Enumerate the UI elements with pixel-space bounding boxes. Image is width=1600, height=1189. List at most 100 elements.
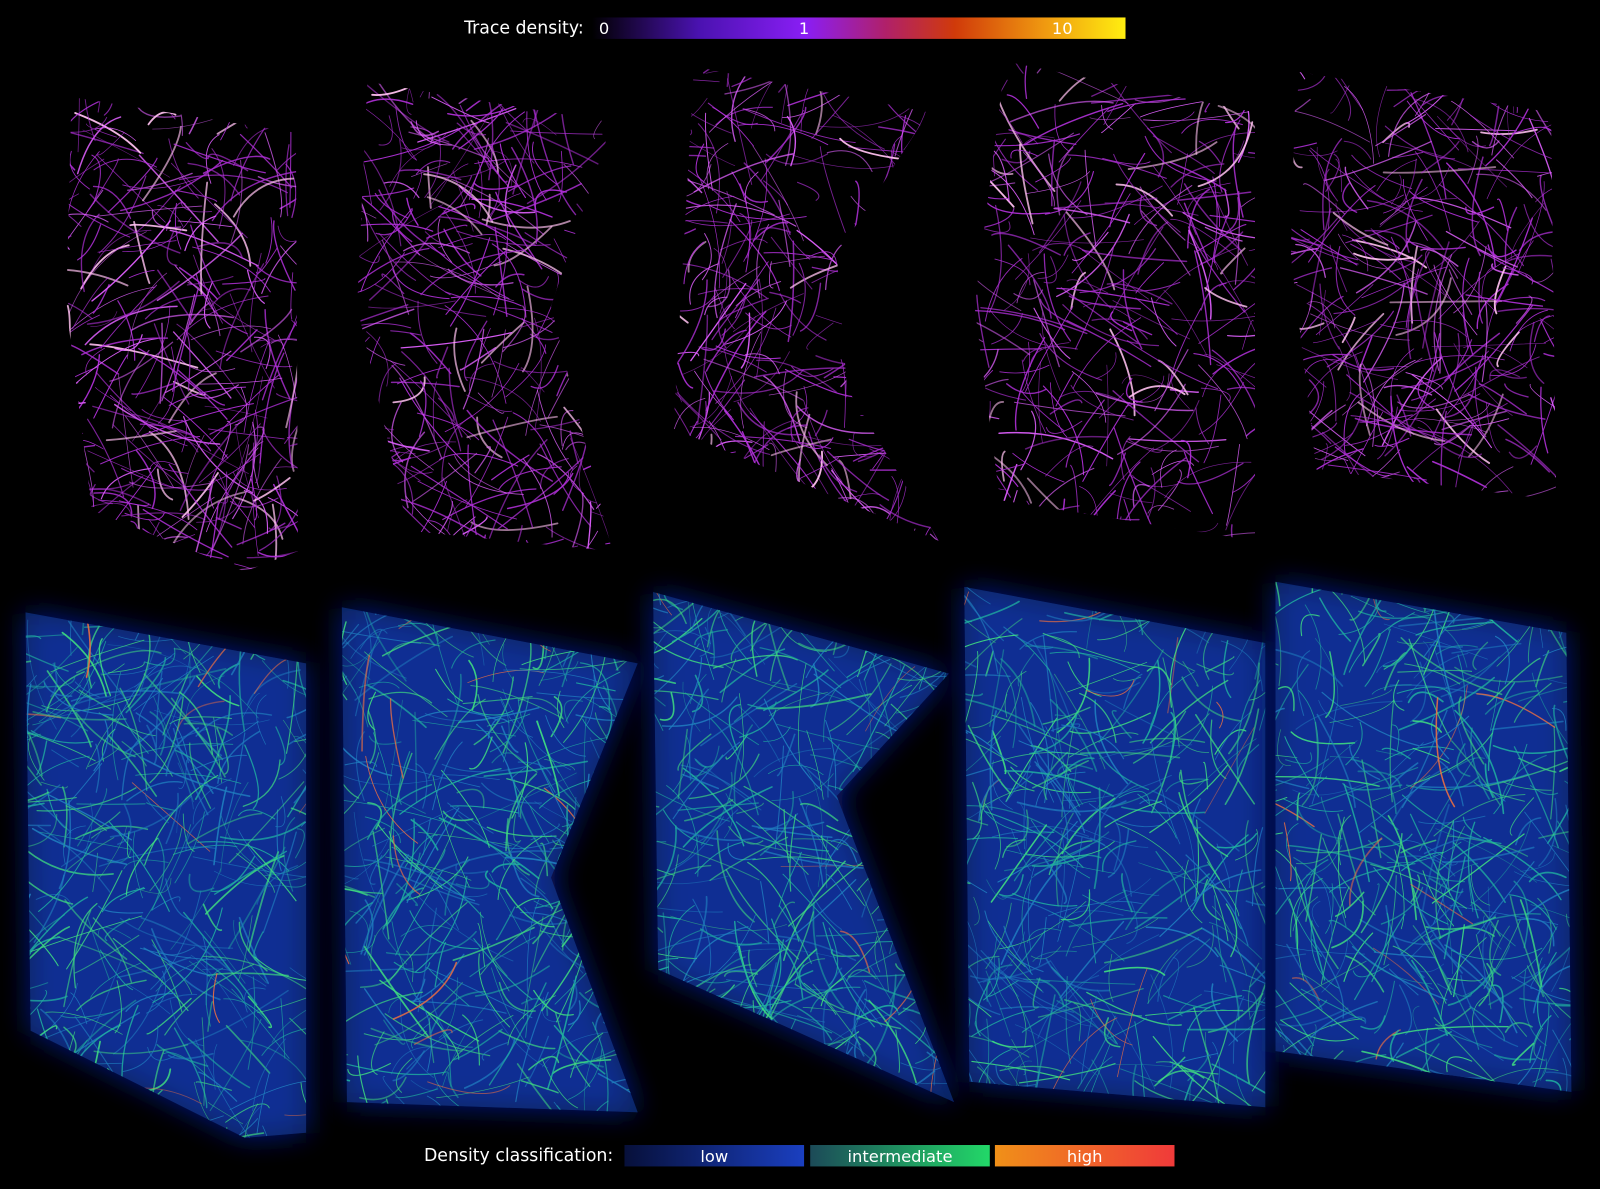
filament (538, 607, 606, 617)
filament (494, 226, 508, 318)
filament (1021, 359, 1047, 434)
filament (57, 1068, 93, 1088)
filament (445, 249, 508, 315)
filament (125, 992, 176, 1012)
filament (474, 607, 555, 634)
filament (1187, 226, 1246, 313)
filament (1014, 336, 1046, 431)
filament (1543, 126, 1557, 183)
filament (1489, 679, 1501, 732)
filament (983, 957, 1000, 1001)
filament (126, 831, 132, 859)
filament (1436, 759, 1464, 807)
filament (1346, 374, 1415, 435)
filament (1435, 1007, 1472, 1027)
filament (1067, 773, 1080, 807)
filament (453, 1028, 503, 1061)
filament (1321, 431, 1374, 478)
filament (1003, 253, 1030, 311)
filament (111, 349, 150, 429)
filament (438, 977, 458, 1039)
filament (1109, 152, 1146, 228)
filament (368, 735, 402, 745)
filament (244, 987, 266, 1013)
filament (1012, 892, 1078, 907)
filament (207, 1000, 214, 1032)
filaments (66, 97, 298, 572)
filament (1115, 183, 1174, 217)
filament (87, 916, 110, 981)
filament (511, 742, 529, 819)
filament (1121, 873, 1133, 913)
filament (262, 831, 297, 934)
filament (29, 695, 112, 737)
filament (856, 833, 909, 892)
filament (578, 353, 613, 424)
filament (688, 753, 760, 800)
filament (98, 905, 144, 914)
filament (97, 240, 177, 253)
filament (1363, 365, 1409, 370)
filament (1065, 934, 1160, 1003)
filament (796, 66, 899, 81)
filament (1462, 945, 1511, 997)
filament (593, 96, 613, 140)
filament (1066, 279, 1109, 294)
filament (1401, 794, 1502, 845)
filament (25, 784, 61, 847)
filament (1033, 279, 1060, 368)
filament (1137, 529, 1172, 541)
filament (146, 724, 158, 766)
filament (1156, 866, 1183, 873)
filament (1198, 293, 1256, 344)
filament (1043, 751, 1069, 801)
filament (522, 916, 544, 1020)
filament (673, 279, 708, 376)
filament (863, 233, 904, 344)
filament (140, 756, 251, 798)
filament (1315, 284, 1374, 336)
filament (156, 1043, 209, 1067)
filament (379, 979, 480, 1042)
filament (714, 1012, 725, 1048)
filament (189, 742, 212, 809)
filament (66, 837, 115, 871)
filament (895, 1029, 901, 1073)
filament (708, 379, 746, 429)
filament (1438, 183, 1524, 267)
filament (979, 785, 991, 821)
filament (731, 171, 751, 273)
filament (1383, 186, 1428, 214)
filament (673, 456, 678, 536)
filament (100, 284, 158, 349)
filament (168, 463, 233, 548)
filament (66, 423, 95, 508)
filament (392, 835, 421, 895)
filament (1104, 699, 1172, 735)
filament (1020, 803, 1028, 854)
filament (1430, 715, 1450, 760)
filament (1405, 178, 1423, 253)
filament (713, 369, 804, 394)
filament (988, 980, 1019, 997)
filament (1326, 71, 1352, 121)
filament (437, 218, 453, 263)
filament (1244, 820, 1266, 927)
filament (66, 121, 144, 155)
filament (1182, 661, 1199, 687)
filament (1160, 597, 1236, 614)
filament (1066, 319, 1152, 368)
filament (444, 363, 520, 433)
filament (913, 949, 944, 1016)
filament (25, 695, 42, 786)
filament (1019, 631, 1078, 650)
filament (1103, 586, 1207, 603)
filament (513, 779, 563, 880)
filament (66, 193, 79, 269)
filament (653, 766, 707, 828)
filament (205, 854, 285, 915)
filament (155, 956, 212, 992)
filament (1287, 844, 1395, 872)
filament (100, 652, 175, 675)
filament (1448, 260, 1496, 312)
